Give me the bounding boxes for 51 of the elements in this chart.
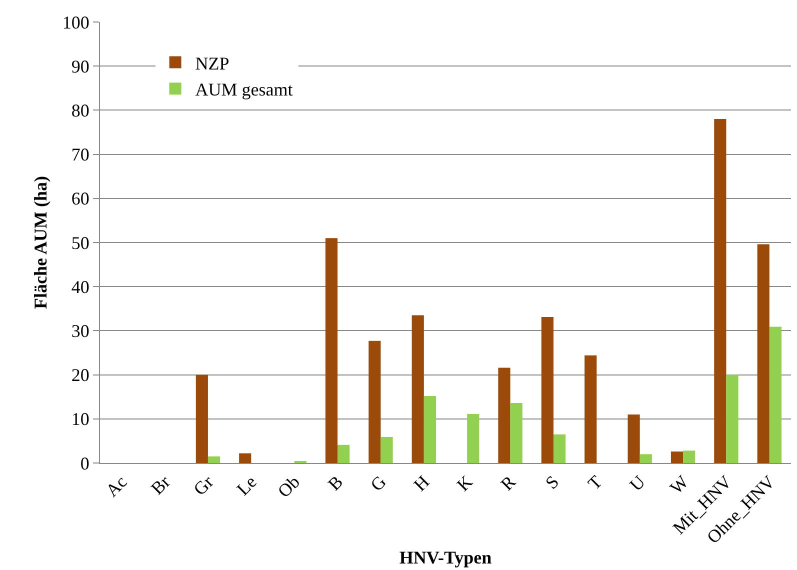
y-tick-label: 90 <box>71 56 90 76</box>
x-tick-label: S <box>541 472 563 493</box>
y-tick-label: 20 <box>71 365 90 386</box>
x-tick-label: G <box>366 472 390 495</box>
x-tick-label: Gr <box>190 472 218 500</box>
y-tick-label: 60 <box>71 188 90 209</box>
bar <box>553 434 566 463</box>
x-tick-label: U <box>626 472 650 495</box>
y-axis-title: Fläche AUM (ha) <box>30 176 51 309</box>
bar <box>412 315 424 463</box>
legend-label: AUM gesamt <box>195 80 293 100</box>
bar <box>338 444 350 463</box>
y-tick-label: 80 <box>71 100 90 120</box>
y-tick-label: 10 <box>71 409 90 430</box>
bar <box>541 317 554 463</box>
bar <box>368 340 381 463</box>
y-tick-label: 50 <box>71 232 90 253</box>
bar <box>380 436 393 463</box>
bar <box>769 326 782 463</box>
bar <box>640 454 652 463</box>
bar <box>498 368 510 463</box>
x-tick-label: T <box>584 472 606 494</box>
y-tick-label: 70 <box>71 144 90 165</box>
bar <box>510 403 522 463</box>
x-tick-label: B <box>324 472 347 494</box>
bar <box>726 374 738 463</box>
bar <box>584 355 597 463</box>
legend-label: NZP <box>195 53 230 74</box>
bar <box>196 374 208 463</box>
x-tick-label: K <box>452 472 476 495</box>
x-axis-title: HNV-Typen <box>399 547 492 568</box>
bar <box>424 396 436 463</box>
y-tick-label: 40 <box>71 276 90 297</box>
bar <box>239 453 252 463</box>
bar <box>757 244 770 463</box>
bar <box>683 450 696 463</box>
y-tick-label: 30 <box>71 321 90 341</box>
bar <box>714 119 726 463</box>
x-tick-label: Le <box>232 472 260 500</box>
x-tick-label: R <box>496 472 520 494</box>
x-tick-label: H <box>410 472 434 495</box>
bar <box>325 238 338 463</box>
bar <box>670 452 684 463</box>
x-tick-label: Ac <box>102 472 131 501</box>
y-tick-label: 0 <box>80 453 90 474</box>
y-tick-label: 100 <box>62 12 90 32</box>
bar <box>628 414 640 463</box>
x-tick-label: Ob <box>274 472 304 502</box>
bar <box>208 456 220 463</box>
bar <box>467 414 480 463</box>
x-tick-label: Br <box>147 472 174 499</box>
